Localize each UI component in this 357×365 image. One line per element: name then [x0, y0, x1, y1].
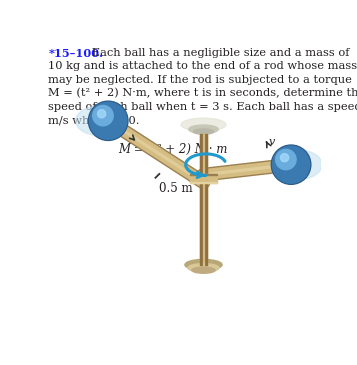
Text: M = (t² + 2) N · m: M = (t² + 2) N · m — [118, 143, 228, 156]
Bar — [203, 134, 204, 265]
Circle shape — [93, 105, 113, 126]
Ellipse shape — [276, 150, 322, 179]
Text: may be neglected. If the rod is subjected to a torque: may be neglected. If the rod is subjecte… — [49, 74, 352, 85]
Circle shape — [276, 149, 296, 170]
Circle shape — [97, 110, 106, 118]
Text: speed of each ball when t = 3 s. Each ball has a speed v = 2: speed of each ball when t = 3 s. Each ba… — [49, 101, 357, 112]
Ellipse shape — [193, 129, 213, 134]
Circle shape — [281, 154, 289, 162]
Ellipse shape — [188, 264, 219, 272]
Bar — [190, 182, 217, 183]
Bar — [190, 174, 217, 183]
Text: 0.5 m: 0.5 m — [159, 182, 193, 195]
Bar — [200, 134, 207, 265]
Text: *15–100.: *15–100. — [49, 48, 104, 59]
Circle shape — [90, 102, 127, 139]
Bar — [200, 134, 202, 265]
Ellipse shape — [76, 106, 122, 135]
Ellipse shape — [192, 267, 215, 273]
Text: m/s when t = 0.: m/s when t = 0. — [49, 115, 140, 125]
Circle shape — [89, 101, 128, 141]
Circle shape — [272, 146, 310, 183]
Text: M = (t² + 2) N·m, where t is in seconds, determine the: M = (t² + 2) N·m, where t is in seconds,… — [49, 88, 357, 99]
Bar — [205, 134, 207, 265]
Ellipse shape — [181, 118, 226, 131]
Circle shape — [271, 145, 311, 184]
Text: Each ball has a negligible size and a mass of: Each ball has a negligible size and a ma… — [81, 48, 350, 58]
Text: 10 kg and is attached to the end of a rod whose mass: 10 kg and is attached to the end of a ro… — [49, 61, 357, 71]
Ellipse shape — [185, 260, 222, 270]
Text: v: v — [268, 137, 275, 147]
Ellipse shape — [189, 125, 218, 134]
Bar — [190, 174, 217, 176]
Text: v: v — [133, 134, 139, 144]
